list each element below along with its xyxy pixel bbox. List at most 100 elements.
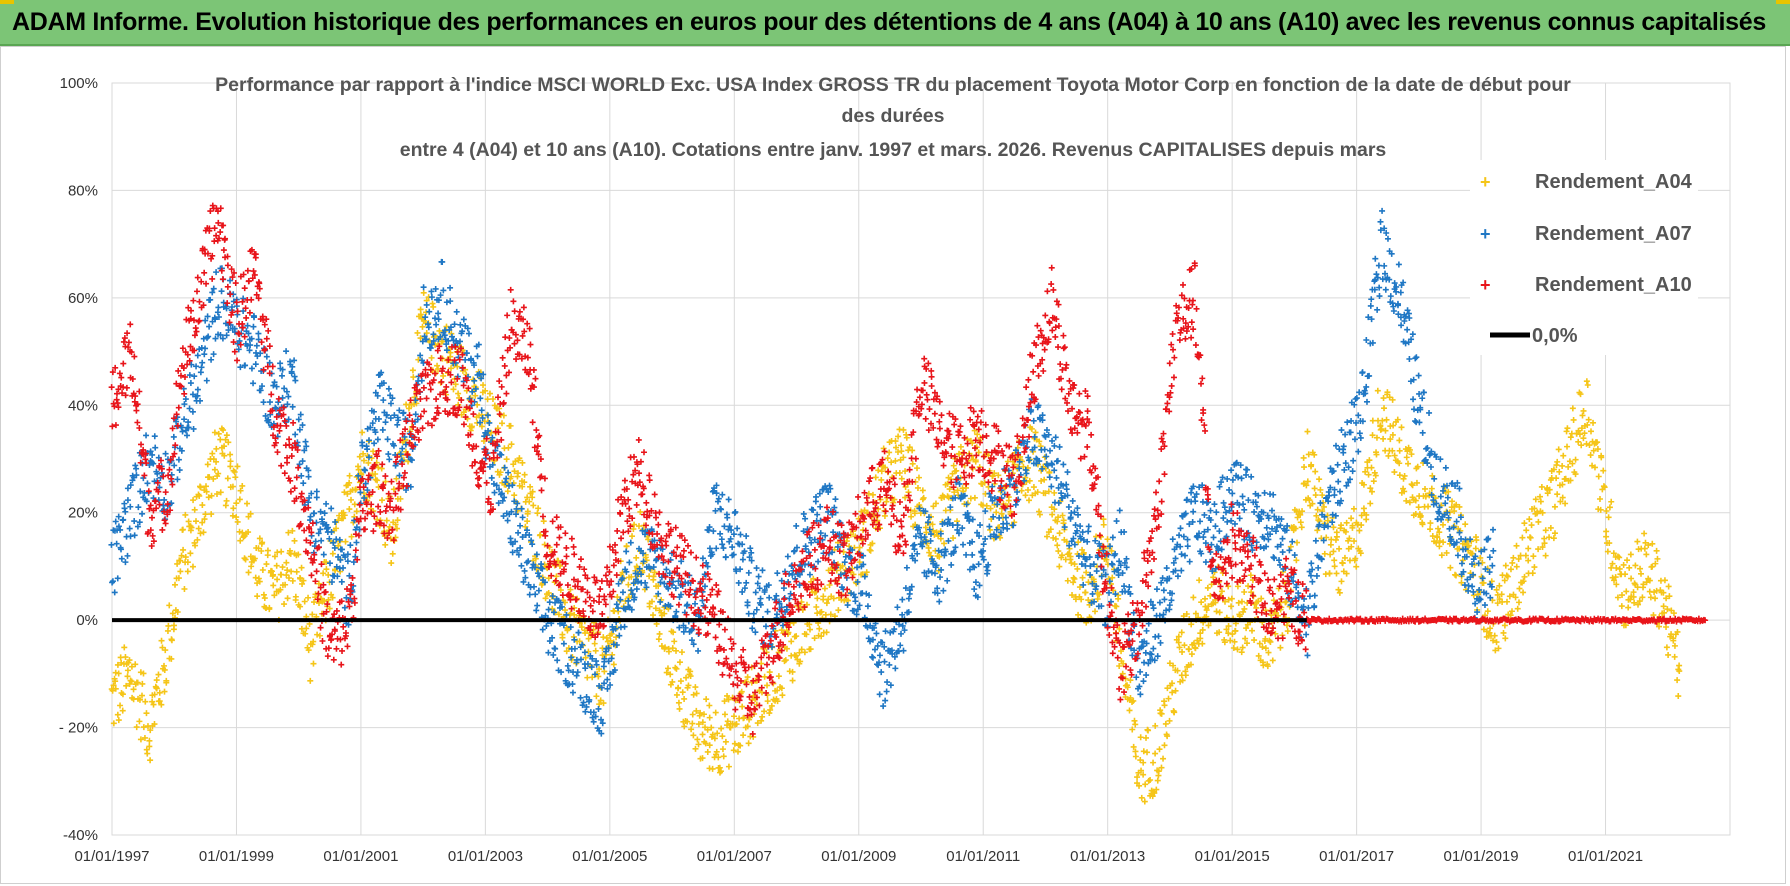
point-a04	[320, 570, 327, 577]
point-a04	[549, 605, 556, 612]
point-a07	[869, 654, 876, 661]
point-a04	[211, 429, 218, 436]
point-a07	[813, 493, 820, 500]
point-a04	[340, 515, 347, 522]
point-a04	[1085, 597, 1092, 604]
point-a04	[1542, 527, 1549, 534]
point-a04	[260, 591, 267, 598]
point-a07	[1238, 475, 1245, 482]
point-a10	[438, 378, 445, 385]
point-a04	[470, 376, 477, 383]
point-a04	[1588, 428, 1594, 435]
point-a04	[626, 594, 633, 601]
point-a04	[1059, 552, 1065, 559]
point-a07	[869, 653, 876, 660]
point-a04	[508, 441, 515, 448]
point-a07	[613, 601, 620, 608]
point-a04	[1127, 694, 1134, 701]
point-a07	[371, 440, 378, 447]
point-a07	[1311, 592, 1318, 599]
point-a04	[667, 671, 674, 678]
point-a07	[1243, 471, 1250, 478]
point-a04	[1152, 750, 1159, 757]
point-a04	[452, 381, 459, 388]
point-a07	[1395, 261, 1402, 268]
point-a04	[1513, 563, 1520, 570]
point-a10	[377, 508, 384, 515]
point-a04	[321, 597, 328, 604]
point-a04	[818, 633, 825, 640]
point-a07	[1052, 434, 1059, 441]
point-a04	[1225, 596, 1232, 603]
point-a04	[163, 677, 170, 684]
point-a04	[221, 452, 228, 459]
point-a04	[1606, 504, 1613, 511]
point-a10	[148, 514, 155, 521]
point-a07	[328, 505, 335, 512]
point-a04	[902, 468, 909, 475]
point-a07	[549, 593, 556, 600]
point-a04	[695, 721, 702, 728]
point-a04	[1560, 452, 1567, 459]
point-a04	[206, 474, 213, 481]
point-a07	[505, 469, 512, 476]
y-tick-label: 20%	[68, 505, 98, 522]
point-a04	[1045, 488, 1052, 495]
point-a07	[1041, 446, 1048, 453]
point-a07	[1065, 504, 1072, 511]
point-a04	[405, 405, 412, 412]
point-a07	[627, 539, 634, 546]
point-a04	[941, 540, 948, 547]
point-a07	[124, 497, 131, 504]
point-a10	[224, 262, 231, 269]
point-a07	[1404, 326, 1411, 333]
point-a07	[615, 580, 622, 587]
point-a07	[206, 323, 213, 330]
point-a04	[739, 703, 746, 710]
point-a07	[977, 522, 984, 529]
point-a07	[1382, 286, 1389, 293]
point-a07	[1311, 603, 1318, 610]
point-a04	[1547, 524, 1554, 531]
point-a04	[1141, 798, 1148, 805]
point-a04	[1026, 477, 1033, 484]
point-a07	[1150, 645, 1157, 652]
point-a04	[750, 692, 757, 699]
point-a10	[263, 335, 270, 342]
point-a07	[124, 552, 131, 559]
point-a04	[1326, 570, 1333, 577]
point-a04	[1243, 640, 1250, 647]
point-a04	[1331, 557, 1338, 564]
point-a04	[774, 687, 781, 694]
point-a04	[230, 505, 237, 512]
point-a04	[929, 521, 936, 528]
point-a07	[749, 625, 756, 632]
point-a04	[1308, 461, 1315, 468]
point-a04	[1150, 759, 1157, 766]
point-a04	[835, 607, 842, 614]
point-a04	[1306, 497, 1313, 504]
point-a04	[717, 768, 724, 775]
point-a04	[706, 702, 713, 709]
point-a04	[894, 448, 901, 455]
point-a04	[142, 698, 149, 705]
point-a07	[131, 518, 138, 525]
point-a04	[1225, 623, 1232, 630]
point-a10	[529, 419, 536, 426]
point-a07	[743, 579, 750, 586]
point-a07	[766, 594, 773, 601]
point-a04	[1060, 520, 1067, 527]
point-a04	[1596, 495, 1603, 502]
point-a04	[888, 459, 895, 466]
point-a04	[1317, 486, 1324, 493]
point-a04	[672, 664, 679, 671]
point-a04	[156, 698, 163, 705]
point-a04	[141, 734, 148, 741]
point-a04	[223, 497, 230, 504]
point-a07	[161, 496, 168, 503]
point-a10	[510, 298, 517, 305]
point-a04	[1179, 648, 1186, 655]
point-a04	[201, 516, 208, 523]
point-a07	[1304, 652, 1311, 659]
